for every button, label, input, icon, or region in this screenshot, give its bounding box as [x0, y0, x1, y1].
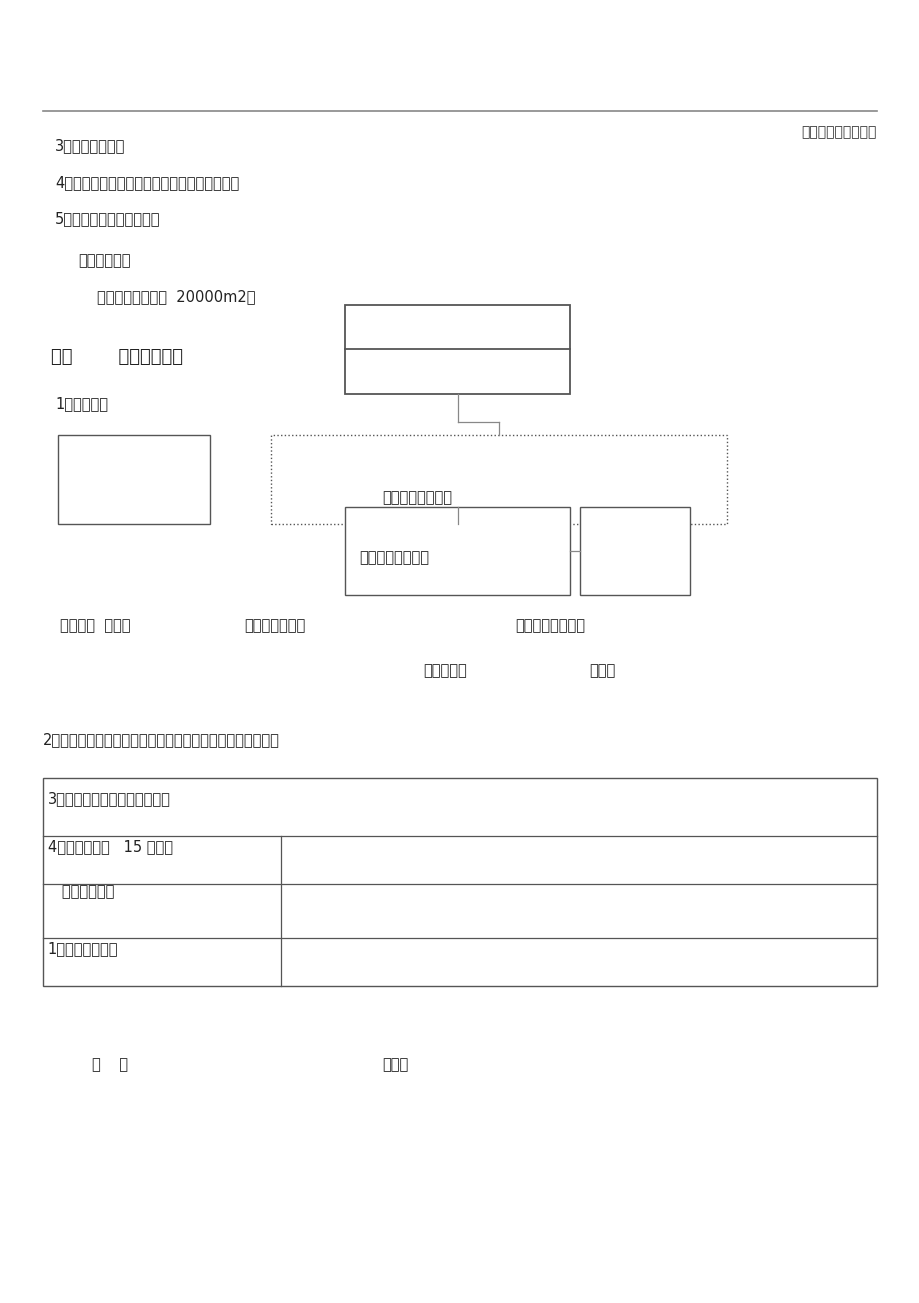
Text: 现场主管：葛建波: 现场主管：葛建波 — [358, 550, 428, 566]
Text: 本工程建筑面积为  20000m2。: 本工程建筑面积为 20000m2。 — [96, 289, 255, 305]
Text: 打磨机: 打磨机 — [381, 1057, 408, 1072]
Bar — [43, 778, 876, 986]
Text: 4、计划工期：   15 日历天: 4、计划工期： 15 日历天 — [48, 839, 173, 855]
Bar — [579, 507, 689, 595]
Text: 5、有关法律、法规及文件: 5、有关法律、法规及文件 — [55, 211, 161, 227]
Text: 二、工程概况: 二、工程概况 — [78, 253, 130, 268]
Text: 安全员：  孟宪州: 安全员： 孟宪州 — [60, 618, 130, 633]
Bar — [58, 435, 210, 524]
Text: 4、国家、行政及地方规范、规程、标准和图集: 4、国家、行政及地方规范、规程、标准和图集 — [55, 175, 239, 190]
Bar — [345, 305, 570, 394]
Text: 四、施工准备: 四、施工准备 — [48, 883, 114, 899]
Text: 项目经理：吕志忠: 项目经理：吕志忠 — [381, 490, 451, 506]
Text: 电气技术员: 电气技术员 — [423, 663, 467, 679]
Text: 质检员：郭四新: 质检员：郭四新 — [244, 618, 305, 633]
Text: 施工组长：葛建波: 施工组长：葛建波 — [515, 618, 584, 633]
Text: 3、质量目标：一次性验收合格: 3、质量目标：一次性验收合格 — [48, 791, 171, 807]
Text: 1、组织框架: 1、组织框架 — [55, 396, 108, 412]
Bar — [345, 507, 570, 595]
Text: 名    称: 名 称 — [92, 1057, 128, 1072]
Text: 卫生间防水施工方案: 卫生间防水施工方案 — [800, 125, 876, 139]
Text: 3、施工组织设计: 3、施工组织设计 — [55, 138, 125, 154]
Text: 2、总体部署：随工程进度，具备施工作业条件即开始施工。: 2、总体部署：随工程进度，具备施工作业条件即开始施工。 — [43, 732, 279, 748]
Text: 施工员: 施工员 — [588, 663, 615, 679]
Text: 1、施工机械工具: 1、施工机械工具 — [48, 941, 119, 956]
Text: 三、        施工总体安排: 三、 施工总体安排 — [51, 348, 182, 366]
Bar — [271, 435, 726, 524]
